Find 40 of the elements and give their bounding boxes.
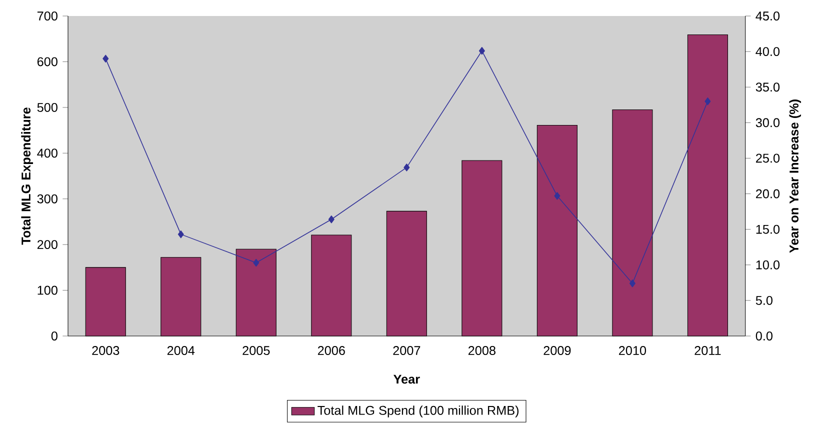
y2-tick-label: 10.0 [756,260,780,270]
y-tick-label: 600 [37,57,58,66]
x-tick-label: 2010 [618,346,646,356]
x-tick-label: 2003 [92,346,120,356]
y-tick-label: 100 [38,286,58,295]
y2-tick-label: 20.0 [756,189,780,198]
legend-label: Total MLG Spend (100 million RMB) [318,406,519,418]
x-tick-label: 2005 [242,346,270,356]
y2-tick-label: 5.0 [756,296,772,305]
x-tick-label: 2006 [318,346,345,356]
point [404,164,410,172]
y2-axis-title: Year on Year Increase (%) [789,100,801,253]
point [178,230,184,238]
x-tick-label: 2004 [167,346,195,356]
y-tick-label: 400 [37,148,58,158]
x-axis-title: Year [393,374,420,384]
y-axis-title: Total MLG Expenditure [21,108,34,245]
y-tick-label: 300 [37,194,58,204]
y2-tick-label: 45.0 [756,12,780,20]
y2-tick-label: 0.0 [756,332,772,340]
x-tick-label: 2008 [468,346,496,356]
y2-tick-label: 25.0 [756,154,780,163]
point [253,258,260,267]
point [102,54,109,63]
x-tick-label: 2007 [393,346,420,356]
x-tick-label: 2009 [544,346,571,356]
x-tick-label: 2011 [694,346,721,356]
point [554,192,560,200]
y-tick-label: 200 [37,240,58,250]
y2-tick-label: 35.0 [756,82,780,92]
point [629,280,636,288]
point [328,216,334,224]
y-tick-label: 500 [37,102,58,112]
y-tick-label: 0 [51,332,58,340]
point [478,46,485,55]
y2-tick-label: 15.0 [756,224,780,234]
y2-tick-label: 30.0 [756,118,780,128]
y-tick-label: 700 [37,12,58,20]
y2-tick-label: 40.0 [756,47,780,56]
point [704,97,711,106]
